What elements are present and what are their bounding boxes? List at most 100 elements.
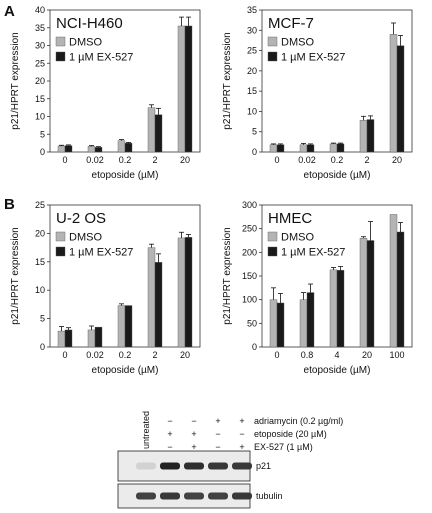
bar-dmso [269, 144, 278, 153]
bar-dmso [359, 237, 368, 348]
y-tick-label: 50 [247, 318, 257, 328]
y-tick-label: 35 [247, 5, 257, 15]
bar-dmso [177, 237, 186, 348]
band-tubulin [232, 492, 252, 500]
x-tick-label: 0.02 [86, 155, 104, 165]
treatment-mark: − [167, 442, 172, 452]
y-tick-label: 15 [247, 86, 257, 96]
bar-ex527 [124, 305, 133, 348]
legend-swatch [267, 246, 278, 257]
bar-dmso [389, 34, 398, 153]
bar-ex527 [64, 329, 73, 348]
x-axis-label: etoposide (µM) [304, 365, 371, 376]
treatment-mark: + [215, 416, 220, 426]
bar-ex527 [396, 231, 405, 348]
x-tick-label: 0 [274, 155, 279, 165]
legend-label: 1 µM EX-527 [69, 52, 133, 64]
legend-swatch [55, 246, 66, 257]
y-tick-label: 10 [35, 112, 45, 122]
band-p21 [136, 462, 156, 470]
y-tick-label: 0 [40, 147, 45, 157]
chart-u2os: 0 5 10 15 20 25 0 0.02 0.2 2 20 U-2 OS DMSO 1 µM EX-5… [10, 200, 201, 376]
treatment-mark: + [167, 429, 172, 439]
bar-dmso [117, 140, 126, 153]
bar-dmso [57, 330, 66, 348]
y-tick-label: 5 [252, 127, 257, 137]
panel-label-a: A [4, 3, 15, 20]
x-tick-label: 2 [152, 155, 157, 165]
band-p21 [160, 462, 180, 470]
y-tick-label: 20 [247, 66, 257, 76]
bar-ex527 [366, 119, 375, 153]
y-tick-label: 200 [242, 247, 257, 257]
band-tubulin [208, 492, 228, 500]
y-axis-label: p21/HPRT expression [222, 32, 233, 129]
bar-ex527 [64, 145, 73, 153]
bar-dmso [269, 299, 278, 348]
band-tubulin [160, 492, 180, 500]
bar-dmso [177, 25, 186, 153]
y-tick-label: 150 [242, 271, 257, 281]
y-tick-label: 25 [247, 46, 257, 56]
treatment-mark: − [239, 429, 244, 439]
y-tick-label: 0 [40, 342, 45, 352]
bar-dmso [329, 269, 338, 348]
x-tick-label: 0 [62, 155, 67, 165]
treatment-mark: + [191, 442, 196, 452]
bar-dmso [87, 329, 96, 348]
bar-dmso [299, 144, 308, 153]
band-label: p21 [256, 461, 271, 471]
chart-title: NCI-H460 [56, 15, 123, 32]
x-tick-label: 20 [180, 155, 190, 165]
band-p21 [184, 462, 204, 470]
x-tick-label: 20 [392, 155, 402, 165]
lane-header-untreated: untreated [141, 411, 151, 449]
y-tick-label: 5 [40, 314, 45, 324]
y-tick-label: 10 [247, 106, 257, 116]
bar-dmso [57, 145, 66, 153]
bar-ex527 [124, 142, 133, 153]
panel-label-b: B [4, 196, 15, 213]
treatment-label: etoposide (20 µM) [254, 429, 327, 439]
bar-dmso [87, 146, 96, 153]
legend-swatch [267, 36, 278, 47]
chart-hmec: 0 50 100 150 200 250 300 0 0.8 4 20 100 HMEC DMSO 1 µM… [222, 200, 413, 376]
treatment-label: EX-527 (1 µM) [254, 442, 313, 452]
chart-title: MCF-7 [268, 15, 314, 32]
y-tick-label: 250 [242, 224, 257, 234]
bar-ex527 [336, 143, 345, 153]
x-tick-label: 20 [180, 350, 190, 360]
treatment-mark: + [239, 416, 244, 426]
band-p21 [232, 462, 252, 470]
x-tick-label: 2 [152, 350, 157, 360]
treatment-mark: − [215, 429, 220, 439]
x-tick-label: 100 [389, 350, 404, 360]
chart-title: U-2 OS [56, 210, 106, 227]
y-tick-label: 30 [35, 41, 45, 51]
bar-ex527 [94, 147, 103, 153]
y-tick-label: 35 [35, 23, 45, 33]
x-tick-label: 0.2 [331, 155, 344, 165]
bar-ex527 [306, 144, 315, 153]
bar-dmso [147, 247, 156, 348]
legend-label: DMSO [69, 232, 102, 244]
band-p21 [208, 462, 228, 470]
treatment-mark: − [167, 416, 172, 426]
chart-mcf-7: 0 5 10 15 20 25 30 35 0 0.02 0.2 2 20 MCF-7 DMSO 1 µM E… [222, 5, 413, 181]
band-tubulin [136, 492, 156, 500]
y-tick-label: 30 [247, 25, 257, 35]
band-label: tubulin [256, 491, 283, 501]
x-tick-label: 0 [62, 350, 67, 360]
legend-swatch [267, 231, 278, 242]
y-tick-label: 20 [35, 228, 45, 238]
treatment-mark: − [215, 442, 220, 452]
legend-label: 1 µM EX-527 [69, 247, 133, 259]
x-tick-label: 2 [364, 155, 369, 165]
x-tick-label: 0.2 [119, 155, 132, 165]
treatment-mark: + [191, 429, 196, 439]
treatment-mark: + [239, 442, 244, 452]
y-tick-label: 15 [35, 94, 45, 104]
y-tick-label: 300 [242, 200, 257, 210]
bar-ex527 [154, 114, 163, 153]
bar-ex527 [94, 326, 103, 348]
